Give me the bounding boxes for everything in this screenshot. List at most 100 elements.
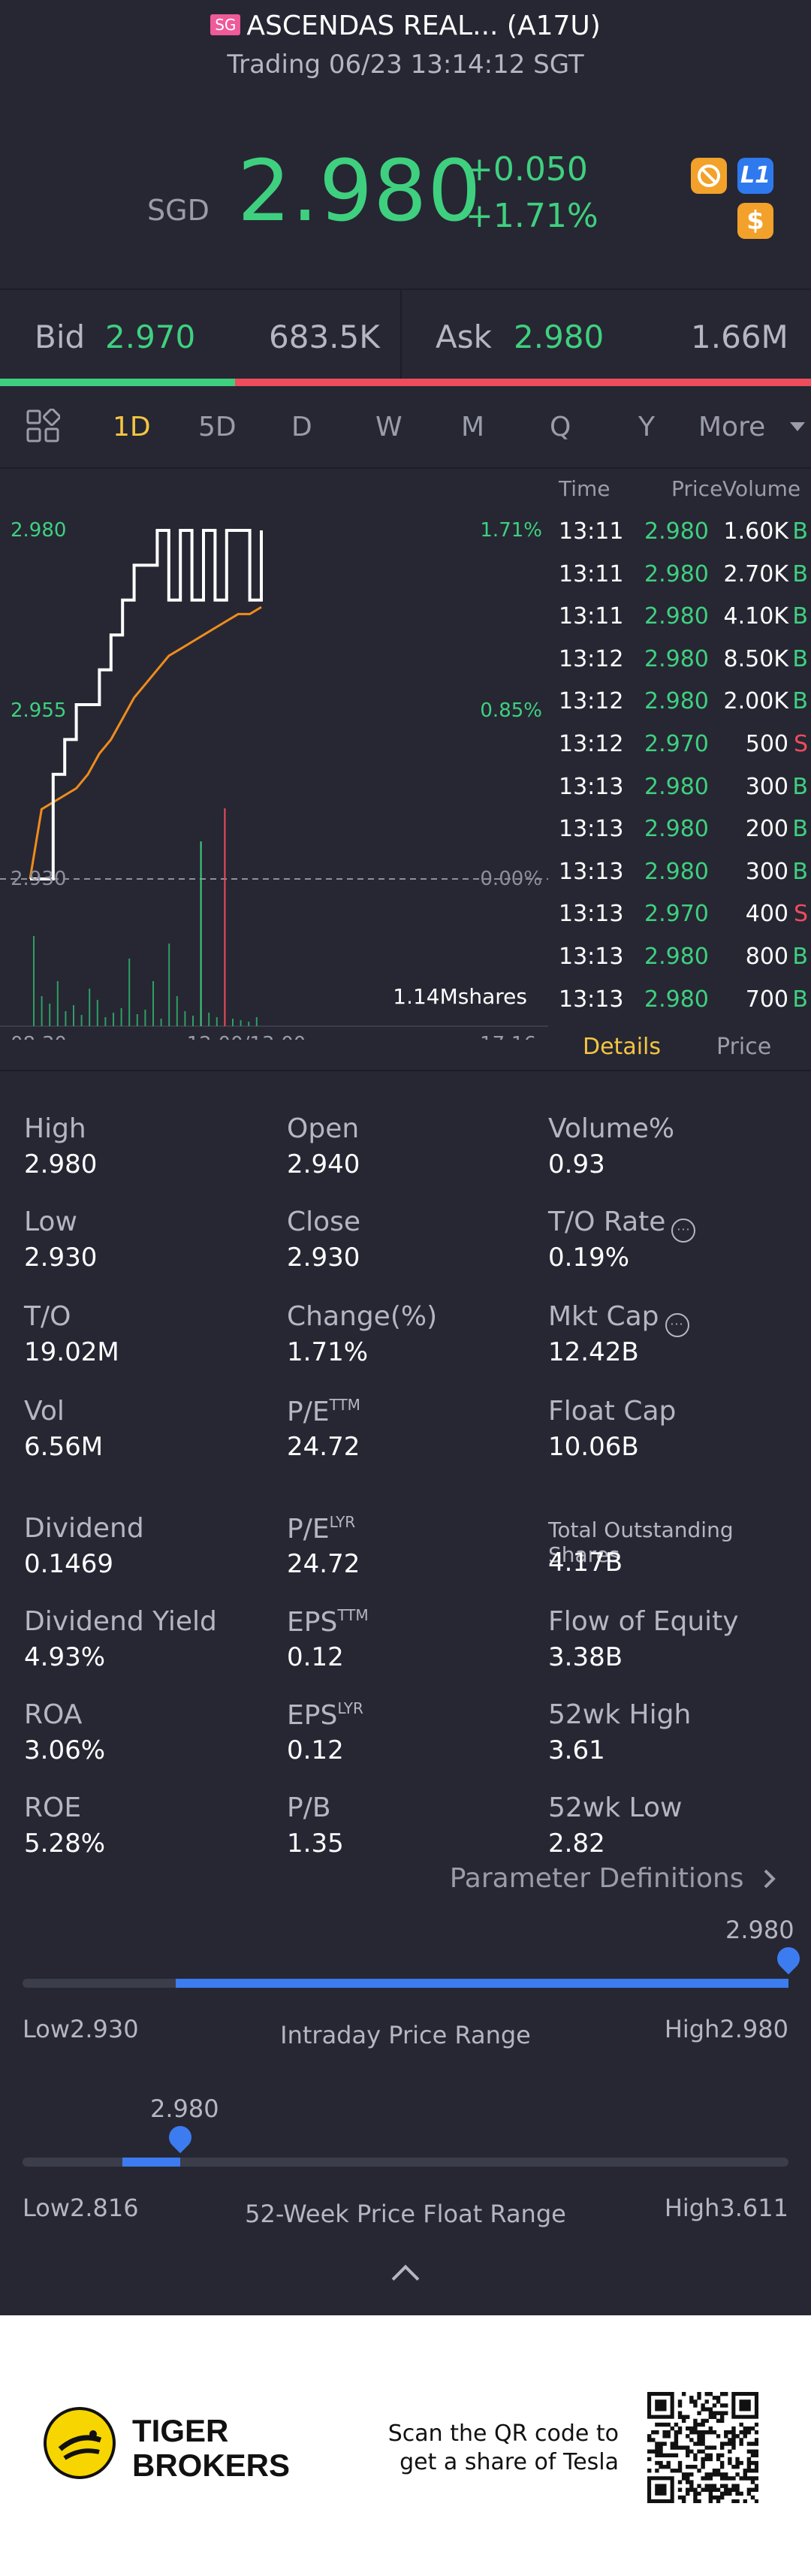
trade-side: B — [792, 645, 808, 672]
tab-1d[interactable]: 1D — [113, 412, 151, 442]
eps-lyr-label: EPSLYR — [287, 1699, 363, 1731]
volume-bar — [168, 944, 170, 1026]
pb-label: P/B — [287, 1792, 331, 1823]
x-tick-start: 08:30 — [11, 1033, 67, 1040]
high-value: 2.980 — [24, 1149, 98, 1179]
roe-label: ROE — [24, 1792, 82, 1823]
y-tick-bottom: 2.930 — [11, 868, 66, 890]
trade-volume: 800 — [745, 944, 788, 970]
price-change-pct: +1.71% — [466, 197, 598, 235]
volume-bar — [136, 1014, 138, 1026]
volume-bar — [41, 996, 43, 1026]
trade-side: B — [792, 858, 808, 885]
volume-bar — [65, 1011, 67, 1026]
parameter-definitions-link[interactable]: Parameter Definitions — [450, 1863, 778, 1894]
trade-volume: 2.70K — [723, 560, 788, 587]
trade-time: 13:13 — [559, 858, 624, 885]
trade-price: 2.980 — [644, 816, 709, 843]
volume-bar — [73, 1005, 74, 1026]
no-entry-icon[interactable] — [691, 158, 727, 194]
trade-time: 13:11 — [559, 518, 624, 545]
volume-label: 1.14Mshares — [393, 984, 527, 1009]
tab-5d[interactable]: 5D — [198, 412, 237, 442]
trade-price: 2.980 — [644, 603, 709, 630]
wk52-low-label: 52wk Low — [548, 1792, 683, 1823]
trade-side: S — [793, 901, 808, 928]
eps-lyr-text: EPS — [287, 1700, 338, 1731]
trade-volume: 700 — [745, 986, 788, 1013]
x-tick-mid: 12:00/13:00 — [187, 1033, 306, 1040]
ask-price: 2.980 — [514, 319, 604, 355]
intraday-range-fill — [176, 1979, 788, 1988]
average-price-line — [29, 605, 262, 880]
volume-bar — [152, 981, 154, 1026]
tab-month[interactable]: M — [461, 412, 485, 442]
dividend-yield-label: Dividend Yield — [24, 1606, 217, 1637]
trade-price: 2.980 — [644, 944, 709, 970]
wk52-high-value: 3.61 — [548, 1735, 605, 1765]
tab-price[interactable]: Price — [716, 1034, 772, 1060]
total-shares-value: 4.17B — [548, 1548, 623, 1578]
y-tick-mid: 2.955 — [11, 699, 66, 722]
wk52-range-fill — [122, 2158, 181, 2167]
pct-tick-bottom: 0.00% — [480, 868, 542, 890]
tab-quarter[interactable]: Q — [550, 412, 571, 442]
volume-bar — [240, 1020, 242, 1026]
price-change: +0.050 — [466, 150, 588, 189]
intraday-low: Low2.930 — [23, 2015, 139, 2043]
volume-pct-label: Volume% — [548, 1113, 675, 1144]
tab-week[interactable]: W — [375, 412, 402, 442]
col-time: Time — [559, 476, 611, 501]
volume-bar — [224, 808, 226, 1026]
mkt-cap-value: 12.42B — [548, 1337, 639, 1367]
volume-bar — [113, 1013, 114, 1026]
more-menu[interactable]: More — [698, 412, 766, 442]
location-pin-icon — [164, 2121, 197, 2154]
location-pin-icon — [772, 1942, 805, 1975]
eps-ttm-text: EPS — [287, 1607, 338, 1638]
info-icon[interactable]: ··· — [665, 1313, 689, 1337]
trade-time: 13:11 — [559, 603, 624, 630]
chevron-down-icon[interactable] — [790, 422, 805, 431]
wk52-low: Low2.816 — [23, 2194, 139, 2222]
tab-year[interactable]: Y — [638, 412, 655, 442]
change-pct-value: 1.71% — [287, 1337, 369, 1367]
pe-lyr-text: P/E — [287, 1514, 330, 1545]
dollar-icon[interactable]: $ — [737, 203, 773, 239]
roa-label: ROA — [24, 1699, 83, 1730]
low-label: Low — [24, 1206, 77, 1237]
roe-value: 5.28% — [24, 1829, 106, 1859]
trade-price: 2.980 — [644, 688, 709, 715]
volume-bar — [80, 1015, 83, 1026]
y-tick-top: 2.980 — [11, 519, 66, 542]
qr-code-icon[interactable] — [647, 2392, 758, 2503]
divider — [400, 290, 402, 379]
collapse-chevron-icon[interactable] — [391, 2264, 420, 2293]
level1-badge-icon[interactable]: L1 — [737, 158, 773, 194]
divider — [0, 467, 811, 469]
volume-bar — [232, 1019, 234, 1026]
bid-label: Bid — [35, 319, 86, 355]
trade-volume: 200 — [745, 816, 788, 843]
wk52-high-label: 52wk High — [548, 1699, 692, 1730]
close-label: Close — [287, 1206, 361, 1237]
intraday-chart[interactable]: 2.980 2.955 2.930 1.71% 0.85% 0.00% 1.14… — [0, 469, 556, 1040]
dividend-yield-value: 4.93% — [24, 1642, 106, 1672]
currency-label: SGD — [147, 194, 210, 227]
price-line — [30, 529, 263, 880]
info-icon[interactable]: ··· — [671, 1219, 696, 1243]
market-tag: SG — [210, 14, 241, 35]
layout-grid-icon[interactable] — [26, 408, 61, 443]
high-label: High — [24, 1113, 86, 1144]
trade-time: 13:12 — [559, 645, 624, 672]
flow-equity-label: Flow of Equity — [548, 1606, 739, 1637]
eps-ttm-value: 0.12 — [287, 1642, 344, 1672]
trade-time: 13:13 — [559, 944, 624, 970]
roa-value: 3.06% — [24, 1735, 106, 1765]
trade-time: 13:11 — [559, 560, 624, 587]
trade-volume: 300 — [745, 773, 788, 800]
trade-side: B — [792, 560, 808, 587]
intraday-range-title: Intraday Price Range — [280, 2021, 531, 2049]
tab-details[interactable]: Details — [583, 1034, 662, 1060]
tab-day[interactable]: D — [291, 412, 312, 442]
